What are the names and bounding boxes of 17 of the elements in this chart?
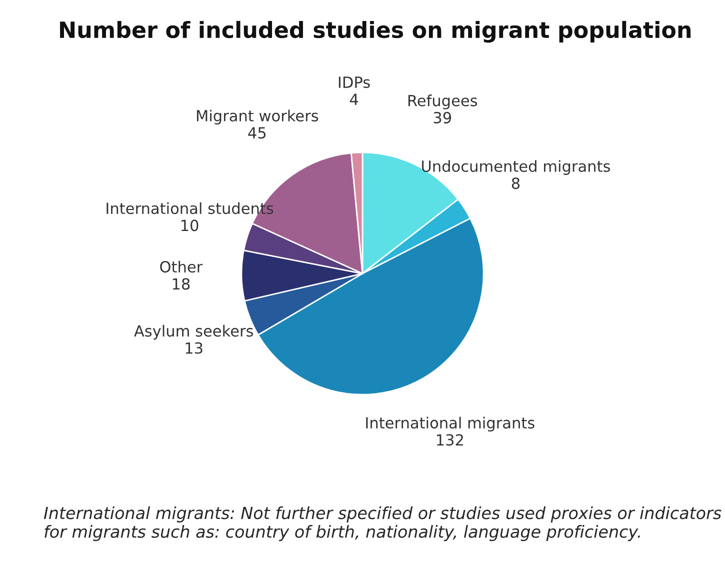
slice-label: International migrants (366, 416, 534, 432)
text: International migrants: Not further specified or studies used proxies or indicators for migrants such as: country of birth, nationality, language proficiency. (44, 506, 722, 542)
slice-label: Undocumented migrants (422, 160, 610, 175)
chart-title: Number of included studies on migrant population (60, 20, 691, 43)
data-label: 13 (186, 342, 202, 354)
data-label: 45 (248, 127, 266, 139)
slice-label: Migrant workers (196, 110, 318, 124)
data-label: 4 (350, 94, 358, 105)
slice-label: Asylum seekers (134, 324, 253, 340)
slice-label: Other (160, 260, 203, 273)
data-label: 132 (437, 434, 463, 446)
data-label: 8 (512, 178, 520, 190)
data-label: 10 (182, 220, 198, 232)
data-label: 39 (434, 112, 452, 124)
data-label: 18 (172, 278, 190, 290)
slice-label: IDPs (338, 76, 370, 88)
slice-label: Refugees (408, 94, 478, 110)
